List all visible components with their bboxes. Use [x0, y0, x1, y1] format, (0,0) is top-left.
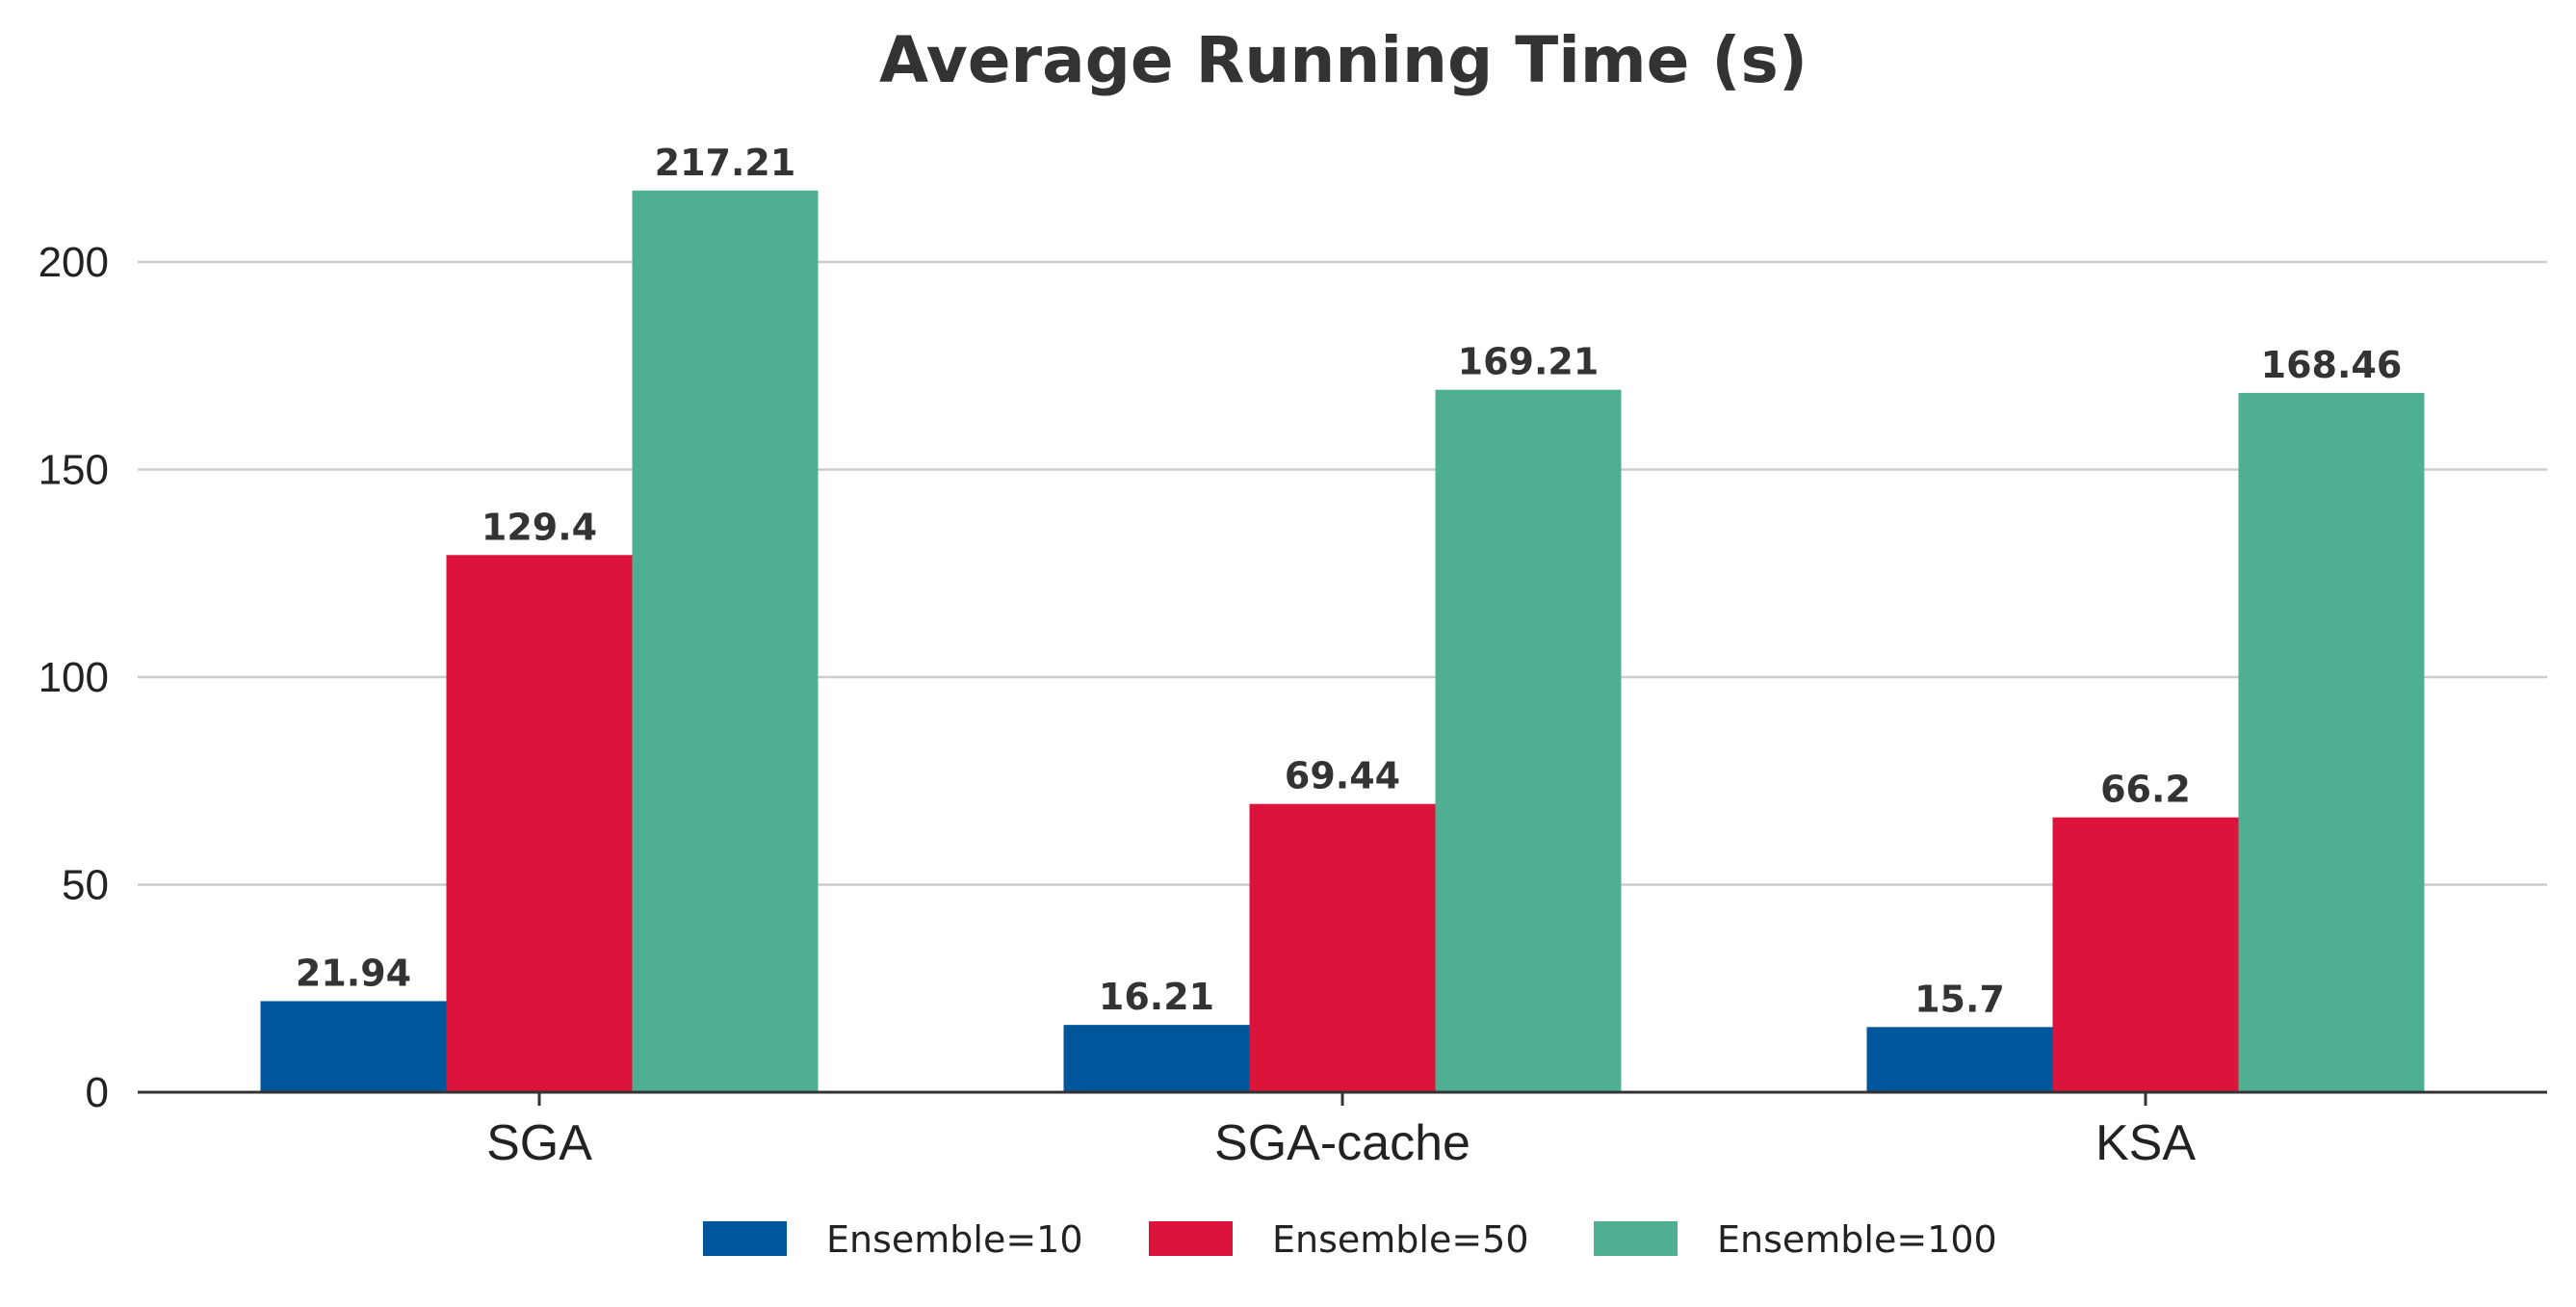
bar	[1435, 389, 1622, 1092]
data-label: 69.44	[1285, 755, 1400, 797]
legend-swatch	[1594, 1221, 1678, 1256]
y-tick-label: 0	[86, 1069, 109, 1116]
bar	[260, 1001, 447, 1092]
data-label: 21.94	[296, 952, 411, 994]
bar	[2238, 392, 2425, 1093]
x-category-label: SGA-cache	[1214, 1115, 1470, 1171]
y-tick-label: 150	[39, 447, 109, 494]
bar	[1866, 1027, 2053, 1092]
data-label: 169.21	[1458, 341, 1600, 383]
data-label: 66.2	[2100, 769, 2191, 811]
data-label: 15.7	[1914, 978, 2005, 1020]
bar	[446, 555, 633, 1092]
y-tick-label: 200	[39, 239, 109, 286]
bar	[1063, 1025, 1250, 1092]
x-category-label: SGA	[486, 1115, 592, 1171]
chart-title: Average Running Time (s)	[879, 23, 1808, 97]
y-tick-label: 100	[39, 654, 109, 701]
legend-swatch	[703, 1221, 787, 1256]
data-label: 168.46	[2261, 344, 2403, 386]
data-label: 16.21	[1099, 976, 1214, 1018]
data-labels: 21.94 129.4 217.21 16.21 69.44 169.21 15.7 66.2…	[296, 142, 2402, 1021]
legend-swatch	[1149, 1221, 1233, 1256]
legend: Ensemble=10 Ensemble=50 Ensemble=100	[703, 1218, 1997, 1261]
legend-label: Ensemble=50	[1272, 1218, 1529, 1261]
legend-label: Ensemble=100	[1717, 1218, 1997, 1261]
bar	[1249, 803, 1436, 1092]
bar	[632, 190, 819, 1093]
y-axis-ticks: 0 50 100 150 200	[39, 239, 109, 1116]
legend-label: Ensemble=10	[826, 1218, 1083, 1261]
data-label: 217.21	[655, 142, 796, 184]
x-axis-categories: SGA SGA-cache KSA	[486, 1092, 2196, 1171]
y-tick-label: 50	[62, 862, 109, 909]
bar	[2052, 817, 2239, 1092]
data-label: 129.4	[481, 506, 597, 548]
bars	[260, 190, 2425, 1093]
x-category-label: KSA	[2095, 1115, 2196, 1171]
